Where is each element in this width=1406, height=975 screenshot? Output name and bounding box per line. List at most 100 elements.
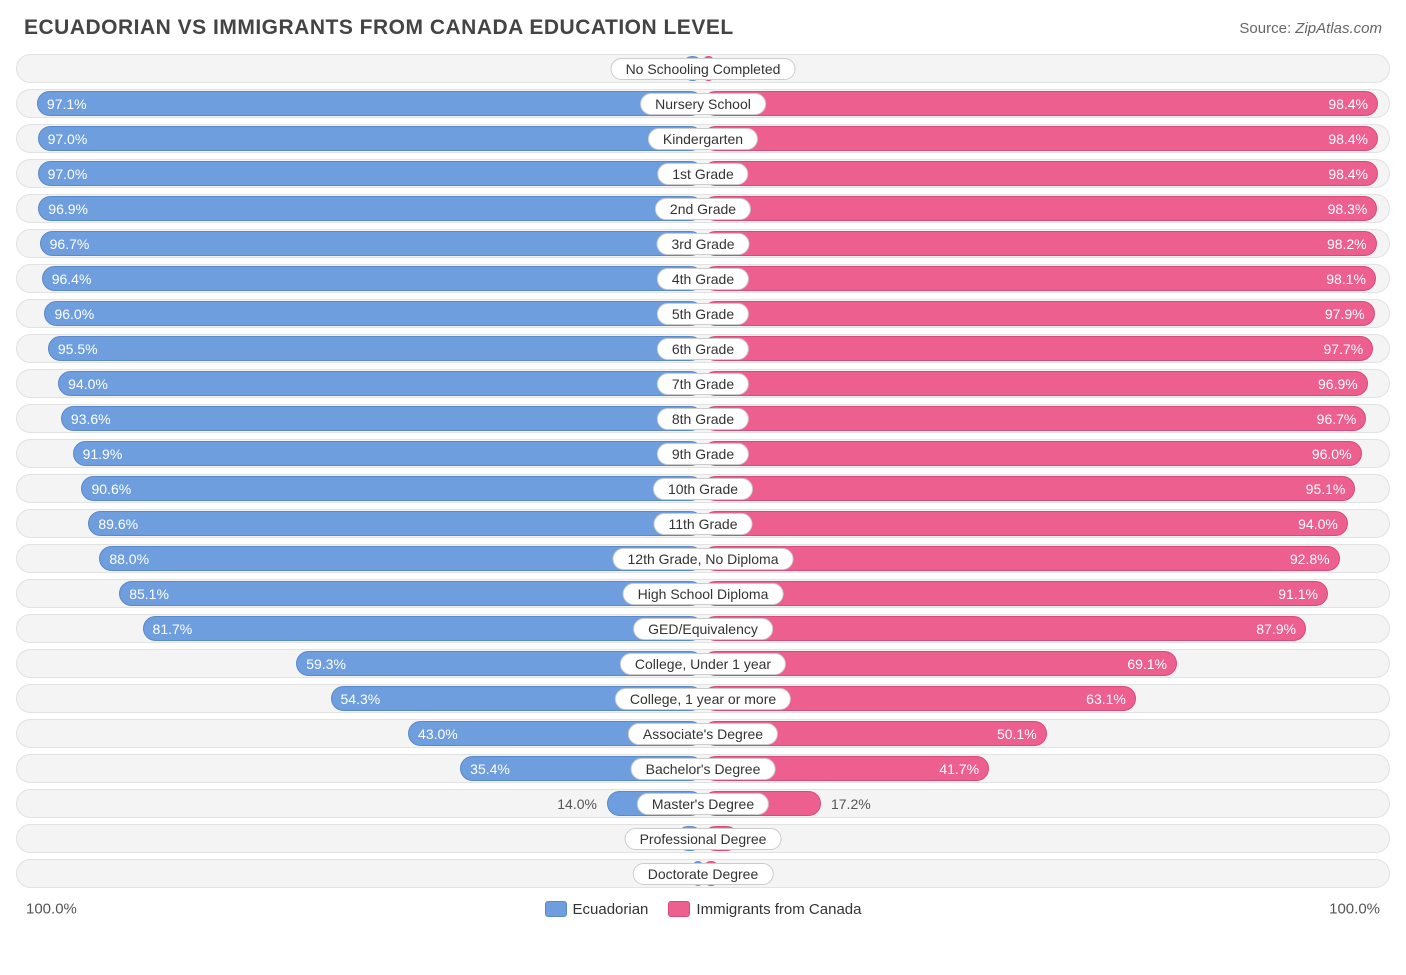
pct-label-left: 88.0% (109, 551, 149, 567)
bar-left (61, 406, 703, 431)
pct-label-right: 98.4% (1328, 131, 1368, 147)
chart-row: 95.5% 97.7% 6th Grade (16, 334, 1390, 363)
bar-side-right: 98.3% (703, 195, 1389, 222)
bar-side-right: 98.2% (703, 230, 1389, 257)
bar-left (42, 266, 703, 291)
legend-label-right: Immigrants from Canada (696, 901, 861, 918)
chart-row: 96.9%98.3%2nd Grade (16, 194, 1390, 223)
pct-label-left: 89.6% (98, 516, 138, 532)
pct-label-right: 97.7% (1324, 341, 1364, 357)
chart-header: ECUADORIAN VS IMMIGRANTS FROM CANADA EDU… (16, 16, 1390, 40)
bar-side-left: 94.0% (17, 370, 703, 397)
pct-label-right: 97.9% (1325, 306, 1365, 322)
pct-label-left: 96.9% (48, 201, 88, 217)
bar-side-right: 96.9% (703, 370, 1389, 397)
category-label: Professional Degree (625, 828, 782, 850)
chart-row: 81.7%87.9%GED/Equivalency (16, 614, 1390, 643)
bar-right (703, 476, 1355, 501)
category-label: 11th Grade (653, 513, 752, 535)
bar-side-right: 95.1% (703, 475, 1389, 502)
pct-label-right: 98.2% (1327, 236, 1367, 252)
bar-side-left: 3.9% (17, 825, 703, 852)
legend-item-right: Immigrants from Canada (668, 901, 861, 918)
pct-label-left: 97.0% (48, 166, 88, 182)
pct-label-left: 43.0% (418, 726, 458, 742)
bar-side-left: 1.5% (17, 860, 703, 887)
pct-label-left: 85.1% (129, 586, 169, 602)
bar-right (703, 406, 1366, 431)
bar-side-right: 98.4% (703, 125, 1389, 152)
chart-row: 97.0% 98.4% Kindergarten (16, 124, 1390, 153)
bar-right (703, 301, 1375, 326)
bar-side-right: 50.1% (703, 720, 1389, 747)
bar-side-right: 91.1% (703, 580, 1389, 607)
bar-right (703, 196, 1377, 221)
category-label: 6th Grade (657, 338, 749, 360)
bar-side-left: 91.9% (17, 440, 703, 467)
bar-right (703, 441, 1362, 466)
chart-row: 43.0% 50.1% Associate's Degree (16, 719, 1390, 748)
chart-row: 96.4%98.1%4th Grade (16, 264, 1390, 293)
chart-row: 96.7%98.2%3rd Grade (16, 229, 1390, 258)
bar-right (703, 161, 1378, 186)
bar-side-right: 69.1% (703, 650, 1389, 677)
bar-side-right: 17.2% (703, 790, 1389, 817)
bar-right (703, 616, 1306, 641)
pct-label-right: 98.1% (1326, 271, 1366, 287)
category-label: GED/Equivalency (633, 618, 773, 640)
category-label: Kindergarten (648, 128, 758, 150)
bar-right (703, 581, 1328, 606)
bar-side-left: 88.0% (17, 545, 703, 572)
category-label: 12th Grade, No Diploma (613, 548, 794, 570)
category-label: Associate's Degree (628, 723, 778, 745)
bar-left (88, 511, 703, 536)
bar-left (73, 441, 703, 466)
chart-row: 93.6%96.7%8th Grade (16, 404, 1390, 433)
bar-side-right: 41.7% (703, 755, 1389, 782)
chart-row: 91.9%96.0%9th Grade (16, 439, 1390, 468)
legend-swatch-left (545, 901, 567, 917)
pct-label-left: 95.5% (58, 341, 98, 357)
chart-title: ECUADORIAN VS IMMIGRANTS FROM CANADA EDU… (24, 16, 734, 40)
bar-side-left: 95.5% (17, 335, 703, 362)
chart-row: 96.0%97.9%5th Grade (16, 299, 1390, 328)
pct-label-left: 54.3% (341, 691, 381, 707)
pct-label-right: 17.2% (831, 796, 871, 812)
chart-row: 54.3%63.1%College, 1 year or more (16, 684, 1390, 713)
pct-label-right: 96.7% (1317, 411, 1357, 427)
pct-label-right: 98.3% (1328, 201, 1368, 217)
category-label: Nursery School (640, 93, 766, 115)
pct-label-left: 94.0% (68, 376, 108, 392)
bar-side-left: 96.4% (17, 265, 703, 292)
category-label: Doctorate Degree (633, 863, 774, 885)
pct-label-left: 96.4% (52, 271, 92, 287)
chart-footer: 100.0% Ecuadorian Immigrants from Canada… (16, 894, 1390, 924)
legend-swatch-right (668, 901, 690, 917)
axis-max-right: 100.0% (1329, 901, 1380, 918)
bar-side-left: 14.0% (17, 790, 703, 817)
bar-right (703, 371, 1368, 396)
pct-label-right: 87.9% (1256, 621, 1296, 637)
bar-side-right: 97.9% (703, 300, 1389, 327)
bar-left (44, 301, 703, 326)
legend-label-left: Ecuadorian (573, 901, 649, 918)
chart-row: 59.3%69.1%College, Under 1 year (16, 649, 1390, 678)
bar-side-right: 96.7% (703, 405, 1389, 432)
bar-side-left: 97.1% (17, 90, 703, 117)
bar-side-right: 98.1% (703, 265, 1389, 292)
pct-label-left: 93.6% (71, 411, 111, 427)
pct-label-right: 92.8% (1290, 551, 1330, 567)
category-label: 3rd Grade (656, 233, 749, 255)
bar-side-left: 59.3% (17, 650, 703, 677)
bar-left (143, 616, 703, 641)
chart-row: 3.9%5.3%Professional Degree (16, 824, 1390, 853)
chart-row: 88.0% 92.8% 12th Grade, No Diploma (16, 544, 1390, 573)
bar-side-left: 97.0% (17, 125, 703, 152)
category-label: Master's Degree (637, 793, 769, 815)
pct-label-left: 14.0% (557, 796, 597, 812)
bar-side-right: 97.7% (703, 335, 1389, 362)
bar-right (703, 546, 1340, 571)
bar-right (703, 511, 1348, 536)
pct-label-right: 50.1% (997, 726, 1037, 742)
bar-side-left: 89.6% (17, 510, 703, 537)
